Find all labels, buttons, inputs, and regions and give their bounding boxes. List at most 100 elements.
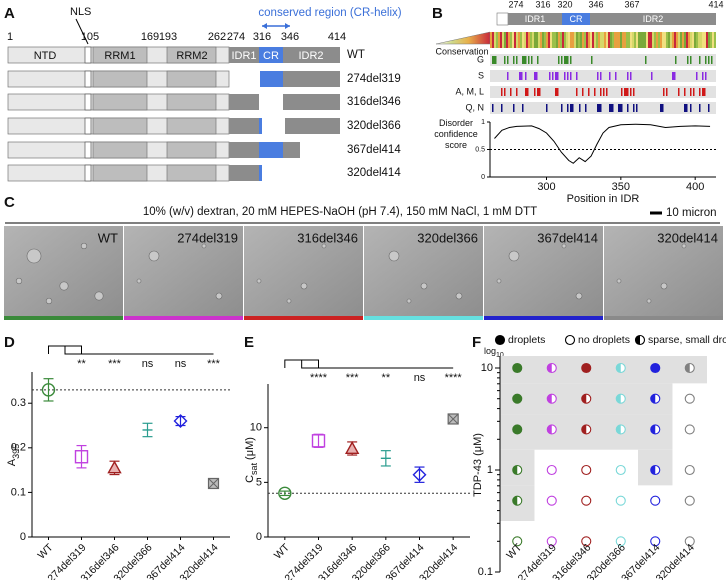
legend-label: sparse, small droplets [648,334,726,346]
conservation-stripe [688,32,690,48]
state-dot-half [547,394,552,404]
residue-tick [678,88,680,96]
conservation-stripe [598,32,600,48]
comparison-bracket [48,345,214,355]
conservation-stripe [508,32,510,48]
droplet [136,278,142,284]
droplet [215,292,223,300]
track-bg [490,54,716,66]
droplet [681,243,687,249]
conservation-stripe [524,32,526,48]
residue-tick [537,56,539,64]
residue-tick [519,72,523,80]
conservation-stripe [668,32,670,48]
residue-tick [600,88,602,96]
conservation-stripe [678,32,680,48]
residue-tick [567,104,569,112]
state-dot [512,362,523,374]
state-dot-half [547,424,552,434]
construct-label: WT [347,49,365,61]
conservation-stripe [538,32,540,48]
x-tick-label: WT [36,541,56,561]
conservation-stripe [570,32,572,48]
data-marker [74,450,89,464]
residue-tick [522,56,526,64]
residue-tick [645,56,647,64]
significance-label: ns [142,358,154,370]
conservation-stripe [504,32,506,48]
state-dot-half [616,363,621,373]
droplet [646,298,652,304]
conservation-stripe [664,32,666,48]
conservation-stripe [714,32,716,48]
y-tick-label: 0.1 [11,486,26,498]
residue-tick [570,72,572,80]
construct-color-bar [364,316,483,320]
rrm1-block [92,117,148,135]
residue-tick [690,88,692,96]
conservation-stripe [632,32,634,48]
state-dot [581,495,592,506]
track-label: A, M, L [455,86,484,96]
disorder-y-title: Disorder confidence score [434,118,478,150]
state-dot [581,362,592,374]
rrm2-block [166,117,217,135]
conservation-stripe [712,32,714,48]
conservation-stripe [588,32,590,48]
significance-label: **** [310,372,328,384]
droplet [616,278,622,284]
residue-number: 346 [281,31,299,43]
conservation-stripe [698,32,700,48]
conservation-stripe [500,32,502,48]
droplet [59,281,69,291]
state-dot-half [512,465,518,475]
y-tick-label: 10 [481,362,493,374]
construct-color-bar [4,316,123,320]
conservation-stripe [496,32,498,48]
residue-tick [546,104,548,112]
state-dot [546,536,557,547]
state-dot-half [616,424,621,434]
conservation-stripe [642,32,644,48]
residue-number: 262 [208,31,226,43]
conservation-stripe [502,32,504,48]
conservation-stripe [708,32,710,48]
idr-segment [229,94,259,110]
state-dot-half [650,465,656,475]
conservation-stripe [528,32,530,48]
conservation-stripe [644,32,646,48]
residue-tick [693,88,695,96]
construct-color-bar [244,316,363,320]
construct-label: 274del319 [347,73,401,85]
residue-tick [708,104,710,112]
log-base: 10 [496,352,504,359]
nls-label: NLS [70,6,91,18]
residue-tick [564,72,566,80]
conservation-stripe [640,32,642,48]
residue-tick [663,88,665,96]
droplet [286,298,292,304]
conservation-stripe [498,32,500,48]
residue-number: 346 [588,0,603,9]
micrograph-label: 316del346 [297,230,358,245]
residue-tick [660,104,664,112]
conservation-stripe [652,32,654,48]
data-marker [107,460,122,474]
micrograph [124,226,243,316]
conservation-stripe [536,32,538,48]
domain-label: CR [263,50,279,62]
conservation-stripe [574,32,576,48]
idr-segment [229,118,262,134]
residue-tick [633,104,635,112]
droplet [508,250,520,262]
state-dot [650,495,661,506]
significance-label: *** [108,358,122,370]
state-dot-half [616,394,621,404]
rrm2-block [166,164,217,182]
conservation-stripe [566,32,568,48]
state-dot [684,536,695,547]
residue-tick [612,104,614,112]
panel-letter: C [4,194,15,211]
data-marker-cross [208,478,219,489]
state-dot [512,393,523,404]
